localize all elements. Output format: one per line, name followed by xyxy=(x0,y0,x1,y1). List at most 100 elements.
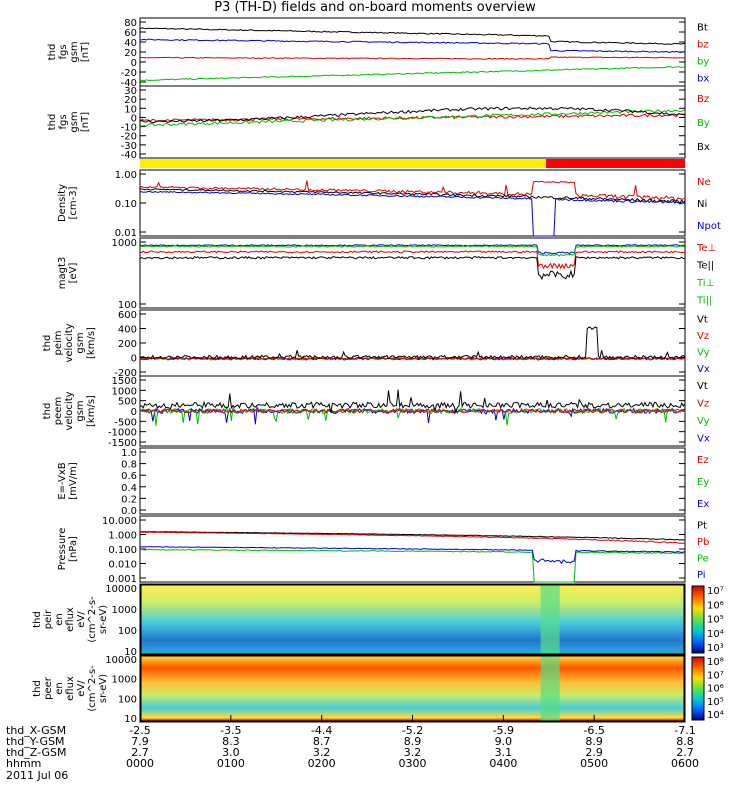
series-Vt-i xyxy=(139,326,686,361)
y-tick-label-fgs-comp-3: 0 xyxy=(131,113,137,124)
x-row-2-value-5: 2.9 xyxy=(585,746,603,759)
colorbar-label-ion-spec-0: 10⁷ xyxy=(707,586,724,597)
y-tick-label-efield-2: 0.6 xyxy=(121,471,137,482)
y-tick-label-fgs-comp-0: 30 xyxy=(124,86,137,97)
y-tick-label-density-1: 0.10 xyxy=(115,199,137,210)
y-axis-label-fgs-comp-1: fgs xyxy=(58,114,69,129)
y-tick-label-ve-0: 1500 xyxy=(112,376,137,387)
y-tick-label-vi-3: 0 xyxy=(131,354,137,365)
y-axis-label-ion-spec-6: sr-eV) xyxy=(98,605,109,634)
y-axis-label-elec-spec-3: eflux xyxy=(65,676,76,701)
y-tick-label-pressure-2: 0.100 xyxy=(108,545,137,556)
y-axis-label-ve-4: [km/s] xyxy=(86,395,97,427)
legend-fgs-comp-Bz: Bz xyxy=(697,94,709,105)
series-Ti-par xyxy=(139,245,686,257)
x-row-2-value-4: 3.1 xyxy=(495,746,513,759)
x-row-1-value-2: 8.7 xyxy=(313,735,331,748)
legend-temp-Te||: Te|| xyxy=(696,260,714,271)
y-axis-label-fgs-comp-0: thd xyxy=(47,114,58,131)
chart-title: P3 (TH-D) fields and on-board moments ov… xyxy=(214,0,536,15)
colorbar-label-ion-spec-2: 10⁵ xyxy=(707,615,724,626)
y-tick-label-elec-spec-1: 1000 xyxy=(112,675,137,686)
x-row-1-value-1: 8.3 xyxy=(222,735,240,748)
y-tick-label-pressure-4: 0.001 xyxy=(108,574,137,585)
y-axis-label-elec-spec-1: peer xyxy=(43,676,54,700)
legend-fgs-btot-Bt: Bt xyxy=(697,23,708,34)
x-row-0-value-6: -7.1 xyxy=(674,724,695,737)
series-Vt-e xyxy=(140,389,686,415)
legend-efield-Ez: Ez xyxy=(697,455,709,466)
series-by xyxy=(139,66,686,82)
x-row-1-value-3: 8.9 xyxy=(404,735,422,748)
y-tick-label-fgs-comp-2: 10 xyxy=(124,104,137,115)
x-row-2-value-2: 3.2 xyxy=(313,746,331,759)
y-tick-label-fgs-btot-1: 60 xyxy=(124,28,137,39)
series-Pe xyxy=(139,548,686,583)
y-axis-label-fgs-btot-1: fgs xyxy=(58,44,69,59)
legend-pressure-Pe: Pe xyxy=(697,553,709,564)
panel-frame-temp xyxy=(139,237,686,309)
y-axis-label-ve-0: thd xyxy=(42,403,53,420)
colorbar-elec-spec xyxy=(691,656,705,721)
y-axis-label-elec-spec-6: sr-eV) xyxy=(98,674,109,703)
colorbar-label-elec-spec-2: 10⁶ xyxy=(707,684,724,695)
y-tick-label-fgs-btot-0: 80 xyxy=(124,18,137,29)
spectrogram-elec-spec xyxy=(141,656,684,721)
x-row-0-value-2: -4.4 xyxy=(311,724,332,737)
y-axis-label-temp-1: [eV] xyxy=(68,263,79,284)
legend-fgs-comp-Bx: Bx xyxy=(697,142,710,153)
y-axis-label-fgs-btot-0: thd xyxy=(47,44,58,61)
spectrogram-disturbance-9 xyxy=(540,656,560,721)
y-tick-label-fgs-comp-1: 20 xyxy=(124,95,137,106)
y-axis-label-temp-0: magt3 xyxy=(57,257,68,290)
y-axis-label-efield-1: [mV/m] xyxy=(68,462,79,500)
series-Vz-e xyxy=(139,408,686,414)
y-tick-label-vi-2: 200 xyxy=(118,339,137,350)
x-row-3-value-0: 0000 xyxy=(126,757,154,770)
y-axis-label-efield-0: E=-VxB xyxy=(57,462,68,499)
y-tick-label-ve-4: -500 xyxy=(114,417,137,428)
y-tick-label-pressure-0: 10.000 xyxy=(102,516,137,527)
y-tick-label-elec-spec-3: 10 xyxy=(124,714,137,725)
legend-temp-Ti||: Ti|| xyxy=(696,295,712,306)
legend-vi-Vt: Vt xyxy=(697,314,708,325)
y-tick-label-temp-1: 100 xyxy=(118,300,137,311)
x-row-2-value-0: 2.7 xyxy=(131,746,149,759)
spectrogram-ion-spec xyxy=(141,585,684,654)
legend-pressure-Pt: Pt xyxy=(697,520,707,531)
y-axis-label-density-0: Density xyxy=(57,184,68,222)
y-axis-label-ion-spec-2: en xyxy=(54,613,65,626)
series-Pi xyxy=(140,546,686,565)
y-tick-label-ve-3: 0 xyxy=(131,407,137,418)
y-axis-label-ion-spec-0: thd xyxy=(32,611,43,628)
y-tick-label-fgs-btot-2: 40 xyxy=(124,38,137,49)
y-tick-label-efield-0: 1.0 xyxy=(121,448,137,459)
series-Te-perp xyxy=(139,250,686,270)
spectrogram-frame-8 xyxy=(140,584,685,655)
y-tick-label-ion-spec-3: 10 xyxy=(124,647,137,658)
colorbar-label-elec-spec-4: 10⁴ xyxy=(707,710,724,721)
x-row-label-2: thd_Z-GSM xyxy=(6,746,66,759)
y-tick-label-density-2: 0.01 xyxy=(115,228,137,239)
panel-frame-density xyxy=(139,169,686,237)
x-row-label-1: thd_Y-GSM xyxy=(6,735,65,748)
x-row-3-value-5: 0500 xyxy=(580,757,608,770)
y-axis-label-ve-1: peem xyxy=(53,397,64,425)
y-axis-label-vi-4: [km/s] xyxy=(86,327,97,359)
y-axis-label-elec-spec-5: (cm^2-s- xyxy=(87,665,98,712)
y-axis-label-ion-spec-3: eflux xyxy=(65,607,76,632)
y-axis-label-ion-spec-4: eV/ xyxy=(76,611,87,628)
y-axis-label-pressure-1: [nPa] xyxy=(68,536,79,562)
y-axis-label-ve-3: gsm xyxy=(75,400,86,421)
legend-vi-Vz: Vz xyxy=(697,331,709,342)
x-row-1-value-4: 9.0 xyxy=(495,735,513,748)
y-axis-label-fgs-btot-2: gsm xyxy=(69,41,80,62)
series-Bt xyxy=(139,27,686,45)
y-axis-label-elec-spec-4: eV/ xyxy=(76,680,87,697)
y-tick-label-elec-spec-0: 10000 xyxy=(105,655,137,666)
colorbar-label-ion-spec-4: 10³ xyxy=(707,643,724,654)
date-label: 2011 Jul 06 xyxy=(6,769,68,782)
y-tick-label-fgs-comp-5: -20 xyxy=(121,132,137,143)
series-bx xyxy=(139,38,686,54)
